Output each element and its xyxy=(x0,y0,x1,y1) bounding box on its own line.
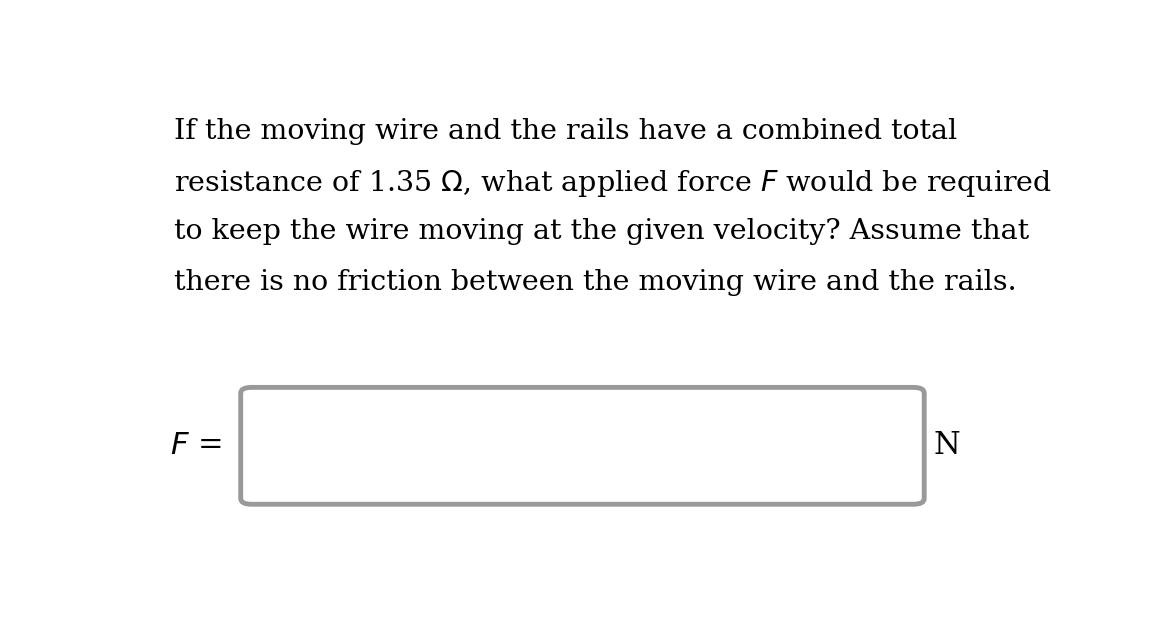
Text: to keep the wire moving at the given velocity? Assume that: to keep the wire moving at the given vel… xyxy=(174,218,1030,245)
FancyBboxPatch shape xyxy=(241,388,924,504)
Text: resistance of 1.35 $\Omega$, what applied force $\mathit{F}$ would be required: resistance of 1.35 $\Omega$, what applie… xyxy=(174,168,1052,199)
Text: If the moving wire and the rails have a combined total: If the moving wire and the rails have a … xyxy=(174,118,957,145)
Text: N: N xyxy=(933,430,960,462)
Text: there is no friction between the moving wire and the rails.: there is no friction between the moving … xyxy=(174,269,1017,295)
Text: $\mathit{F}$ =: $\mathit{F}$ = xyxy=(171,430,222,462)
